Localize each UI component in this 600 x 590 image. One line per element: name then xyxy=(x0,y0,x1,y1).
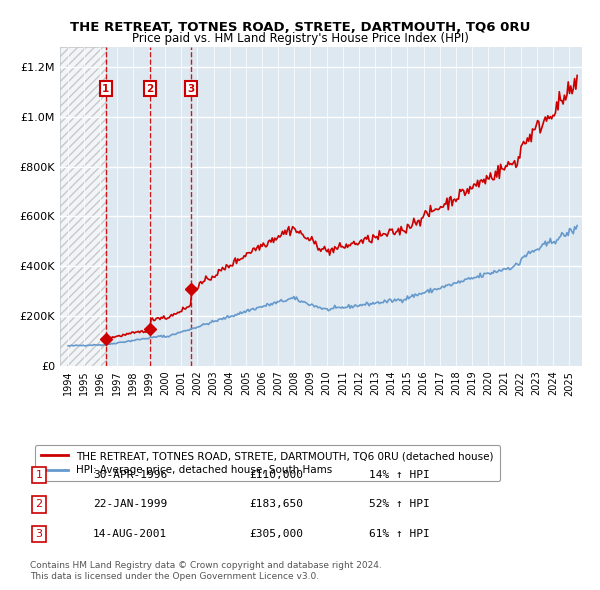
Text: Contains HM Land Registry data © Crown copyright and database right 2024.: Contains HM Land Registry data © Crown c… xyxy=(30,560,382,569)
Text: 52% ↑ HPI: 52% ↑ HPI xyxy=(369,500,430,509)
Text: £110,000: £110,000 xyxy=(249,470,303,480)
Text: 3: 3 xyxy=(188,84,195,94)
Text: Price paid vs. HM Land Registry's House Price Index (HPI): Price paid vs. HM Land Registry's House … xyxy=(131,32,469,45)
Text: 61% ↑ HPI: 61% ↑ HPI xyxy=(369,529,430,539)
Text: 2: 2 xyxy=(35,500,43,509)
Text: 1: 1 xyxy=(102,84,109,94)
Legend: THE RETREAT, TOTNES ROAD, STRETE, DARTMOUTH, TQ6 0RU (detached house), HPI: Aver: THE RETREAT, TOTNES ROAD, STRETE, DARTMO… xyxy=(35,445,500,481)
Text: £183,650: £183,650 xyxy=(249,500,303,509)
Text: 2: 2 xyxy=(146,84,154,94)
Text: 22-JAN-1999: 22-JAN-1999 xyxy=(93,500,167,509)
Text: 1: 1 xyxy=(35,470,43,480)
Text: 3: 3 xyxy=(35,529,43,539)
Bar xyxy=(60,47,106,366)
Text: £305,000: £305,000 xyxy=(249,529,303,539)
Text: 14% ↑ HPI: 14% ↑ HPI xyxy=(369,470,430,480)
Text: This data is licensed under the Open Government Licence v3.0.: This data is licensed under the Open Gov… xyxy=(30,572,319,581)
Text: 14-AUG-2001: 14-AUG-2001 xyxy=(93,529,167,539)
Text: 30-APR-1996: 30-APR-1996 xyxy=(93,470,167,480)
Text: THE RETREAT, TOTNES ROAD, STRETE, DARTMOUTH, TQ6 0RU: THE RETREAT, TOTNES ROAD, STRETE, DARTMO… xyxy=(70,21,530,34)
